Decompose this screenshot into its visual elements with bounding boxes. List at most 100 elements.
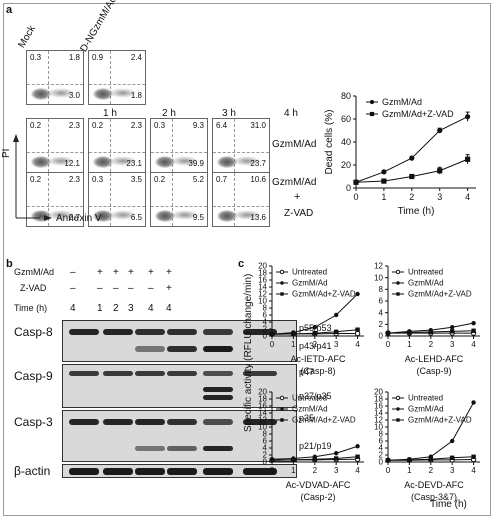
annexin-arrow-head	[44, 215, 52, 221]
facs-quadrant-ur: 2.3	[130, 121, 142, 130]
x-tick-label: 0	[353, 192, 358, 202]
facs-quadrant-ur: 5.2	[192, 175, 204, 184]
data-point	[407, 457, 412, 463]
data-point	[369, 111, 375, 117]
legend-label: GzmM/Ad	[292, 279, 328, 288]
lane-mark: +	[128, 267, 134, 278]
blot-strip	[62, 364, 297, 408]
facs-quadrant-lr: 13.6	[250, 213, 266, 222]
blot-name: Casp-8	[14, 325, 53, 339]
lane-mark: +	[97, 267, 103, 278]
facs-quadrant-ur: 10.6	[250, 175, 266, 184]
facs-quadrant-ur: 3.5	[130, 175, 142, 184]
facs-quadrant-lr: 2.7	[68, 213, 80, 222]
y-tick-label: 0	[379, 332, 384, 341]
blot-name: β-actin	[14, 464, 51, 478]
x-tick-label: 4	[355, 340, 360, 349]
y-tick-label: 10	[258, 423, 267, 432]
legend-label: Untreated	[292, 268, 327, 277]
legend-label: Untreated	[408, 268, 443, 277]
data-point	[279, 269, 285, 275]
lane-mark: –	[70, 267, 76, 278]
facs-plot: 0.2 5.2 9.5	[150, 172, 208, 227]
facs-quadrant-lr: 23.1	[126, 159, 142, 168]
blot-band	[69, 419, 99, 425]
data-point	[385, 330, 391, 336]
data-point	[471, 320, 476, 326]
lane-mark: –	[70, 283, 76, 294]
data-point	[465, 114, 471, 120]
y-tick-label: 14	[258, 409, 267, 418]
data-point	[369, 99, 375, 105]
y-tick-label: 0	[263, 332, 268, 341]
blot-band	[243, 419, 277, 425]
y-tick-label: 4	[263, 444, 268, 453]
legend-label: Untreated	[408, 394, 443, 403]
cond-time-label: Time (h)	[14, 303, 48, 313]
x-tick-label: 0	[386, 466, 391, 475]
data-point	[449, 438, 455, 444]
facs-quadrant-lr: 1.8	[130, 91, 142, 100]
data-point	[312, 325, 317, 330]
data-point	[385, 458, 391, 463]
blot-band	[167, 446, 197, 451]
band-size-label: p21/p19	[299, 441, 332, 451]
casp37-activity-chart: 0 1 2 3 402468101214161820UntreatedGzmM/AdGz…	[374, 388, 480, 502]
x-tick-label: 3	[334, 340, 339, 349]
lane-mark: –	[148, 283, 154, 294]
y-tick-label: 8	[263, 304, 268, 313]
blot-band	[167, 346, 197, 352]
blot-band	[203, 346, 233, 352]
facs-quadrant-lr: 6.5	[130, 213, 142, 222]
x-tick-label: 4	[471, 340, 476, 349]
y-tick-label: 14	[258, 283, 267, 292]
blot-band	[135, 329, 165, 335]
facs-quadrant-lr: 23.7	[250, 159, 266, 168]
blot-band	[69, 371, 99, 376]
lane-mark: –	[128, 283, 134, 294]
header-3h: 3 h	[222, 108, 236, 119]
data-point	[428, 457, 433, 462]
header-2h: 2 h	[162, 108, 176, 119]
y-tick-label: 8	[263, 430, 268, 439]
data-point	[396, 292, 400, 296]
blot-band	[103, 468, 133, 475]
casp2-activity-chart: 0 1 2 3 402468101214161820UntreatedGzmM/AdGz…	[258, 388, 364, 502]
y-axis-label: Dead cells (%)	[324, 109, 335, 174]
data-point	[269, 458, 275, 463]
facs-plot: 0.3 1.8 3.0	[26, 50, 84, 105]
facs-quadrant-ul: 0.2	[154, 175, 166, 184]
y-tick-label: 12	[258, 416, 267, 425]
legend-label: GzmM/Ad	[408, 279, 444, 288]
x-tick-label: 4	[471, 466, 476, 475]
facs-quadrant-ur: 1.8	[68, 53, 80, 62]
blot-band	[103, 329, 133, 335]
blot-name: Casp-3	[14, 415, 53, 429]
facs-plot: 0.2 2.3 12.1	[26, 118, 84, 173]
data-point	[279, 395, 285, 401]
legend-label: GzmM/Ad	[382, 97, 422, 107]
data-point	[355, 291, 360, 297]
lane-mark: +	[166, 283, 172, 294]
blot-band	[135, 419, 165, 425]
blot-band	[103, 371, 133, 376]
x-tick-label: 0	[270, 340, 275, 349]
facs-quadrant-ul: 0.2	[30, 121, 42, 130]
blot-band	[167, 329, 197, 335]
panel-b-letter: b	[6, 258, 13, 270]
y-tick-label: 16	[258, 276, 267, 285]
facs-quadrant-ul: 0.2	[30, 175, 42, 184]
blot-band	[135, 371, 165, 376]
y-tick-label: 2	[263, 451, 268, 460]
facs-plot: 0.3 3.5 6.5	[88, 172, 146, 227]
blot-band	[203, 446, 233, 451]
y-tick-label: 18	[374, 395, 383, 404]
legend-label: GzmM/Ad+Z-VAD	[292, 290, 356, 299]
y-tick-label: 16	[258, 402, 267, 411]
data-point	[449, 325, 455, 330]
x-tick-label: 3	[450, 340, 455, 349]
y-tick-label: 18	[258, 395, 267, 404]
facs-quadrant-ul: 0.3	[92, 175, 104, 184]
data-point	[354, 330, 361, 337]
facs-quadrant-ul: 0.3	[30, 53, 42, 62]
